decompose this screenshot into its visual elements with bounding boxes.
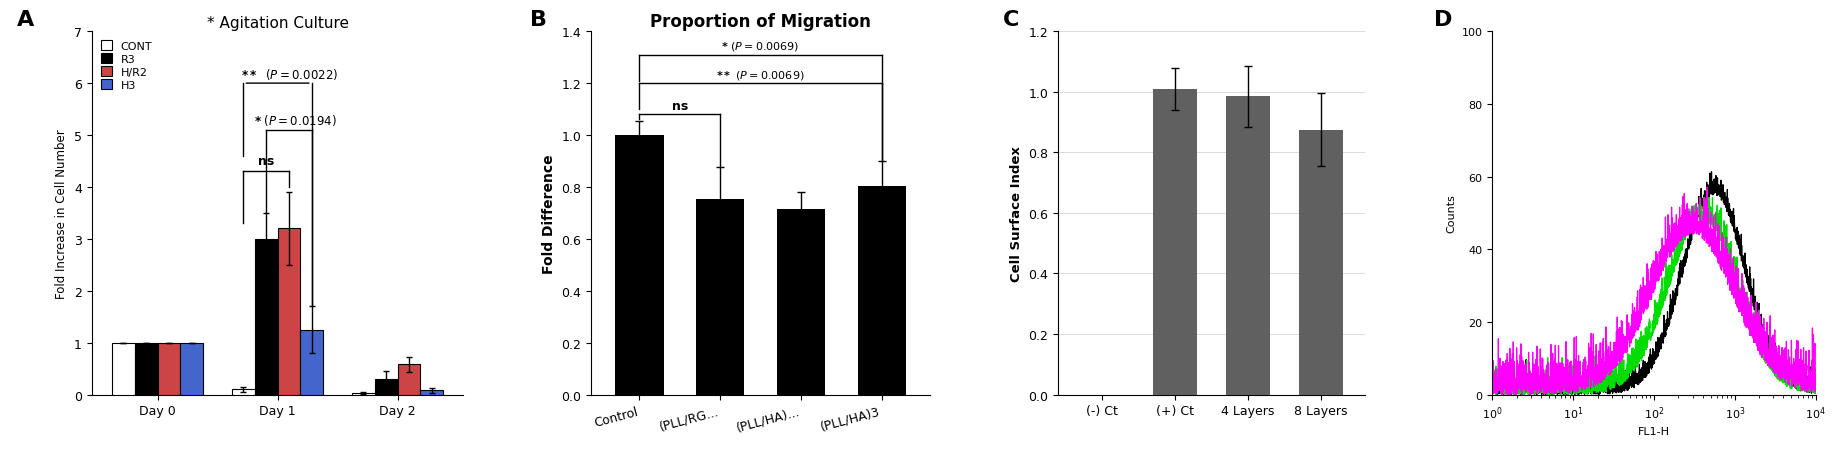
(+)CT <box>1795 387 1817 392</box>
(+)CT <box>1498 385 1520 390</box>
Text: C: C <box>1003 11 1020 30</box>
Text: ns: ns <box>259 155 275 168</box>
Bar <box>112 343 136 395</box>
4L <box>1482 389 1504 394</box>
Bar <box>352 393 374 395</box>
Y-axis label: Fold Difference: Fold Difference <box>541 154 556 273</box>
8L <box>1795 375 1817 381</box>
4L <box>1498 387 1520 393</box>
Text: $\mathbf{*}$ $(P = 0.0194)$: $\mathbf{*}$ $(P = 0.0194)$ <box>253 113 336 128</box>
4L <box>1795 373 1817 378</box>
(+)CT <box>1482 387 1504 393</box>
Y-axis label: Counts: Counts <box>1445 194 1456 233</box>
(+)CT <box>1737 267 1759 273</box>
Text: $\mathbf{**}$ $(P = 0.0069)$: $\mathbf{**}$ $(P = 0.0069)$ <box>717 68 805 81</box>
Y-axis label: Fold Increase in Cell Number: Fold Increase in Cell Number <box>55 129 68 298</box>
Bar <box>180 343 204 395</box>
Bar <box>1154 90 1198 395</box>
Bar <box>255 239 277 395</box>
8L <box>1482 378 1504 384</box>
Text: $\mathbf{**}$  $(P = 0.0022)$: $\mathbf{**}$ $(P = 0.0022)$ <box>240 67 337 81</box>
8L <box>1640 295 1662 300</box>
Bar <box>233 390 255 395</box>
4L <box>1737 316 1759 322</box>
(+)CT <box>1640 364 1662 369</box>
Bar <box>301 330 323 395</box>
8L <box>1630 315 1652 320</box>
Y-axis label: Cell Surface Index: Cell Surface Index <box>1009 146 1023 281</box>
Title: Proportion of Migration: Proportion of Migration <box>651 12 871 31</box>
4L <box>1539 392 1561 397</box>
8L <box>1696 185 1718 191</box>
Bar <box>374 379 398 395</box>
Text: A: A <box>17 11 35 30</box>
4L <box>1640 319 1662 324</box>
Legend: CONT, R3, H/R2, H3: CONT, R3, H/R2, H3 <box>97 38 156 94</box>
Bar <box>614 136 664 395</box>
Bar <box>420 391 444 395</box>
(+)CT <box>1795 387 1817 393</box>
8L <box>1737 322 1759 328</box>
8L <box>1795 378 1817 384</box>
Line: 4L: 4L <box>1493 198 1816 395</box>
(+)CT <box>1805 385 1827 390</box>
4L <box>1698 196 1720 201</box>
Bar <box>695 199 745 395</box>
Title: * Agitation Culture: * Agitation Culture <box>207 16 348 31</box>
(+)CT <box>1630 370 1652 375</box>
4L <box>1805 385 1827 390</box>
(+)CT <box>1700 170 1722 175</box>
Bar <box>778 210 825 395</box>
4L <box>1630 329 1652 334</box>
Text: $\mathbf{*}$ $(P = 0.0069)$: $\mathbf{*}$ $(P = 0.0069)$ <box>721 40 800 53</box>
X-axis label: FL1-H: FL1-H <box>1638 426 1671 437</box>
Bar <box>277 229 301 395</box>
Text: B: B <box>530 11 547 30</box>
Bar <box>858 186 906 395</box>
Bar <box>136 343 158 395</box>
Line: 8L: 8L <box>1493 188 1816 395</box>
4L <box>1795 385 1817 391</box>
(+)CT <box>1497 392 1519 397</box>
8L <box>1491 392 1513 397</box>
Bar <box>1298 130 1342 395</box>
Bar <box>158 343 180 395</box>
Text: ns: ns <box>671 100 688 112</box>
Line: (+)CT: (+)CT <box>1493 173 1816 395</box>
Bar <box>1225 97 1269 395</box>
8L <box>1805 373 1827 379</box>
Bar <box>398 365 420 395</box>
8L <box>1498 386 1520 392</box>
Text: D: D <box>1434 11 1453 30</box>
